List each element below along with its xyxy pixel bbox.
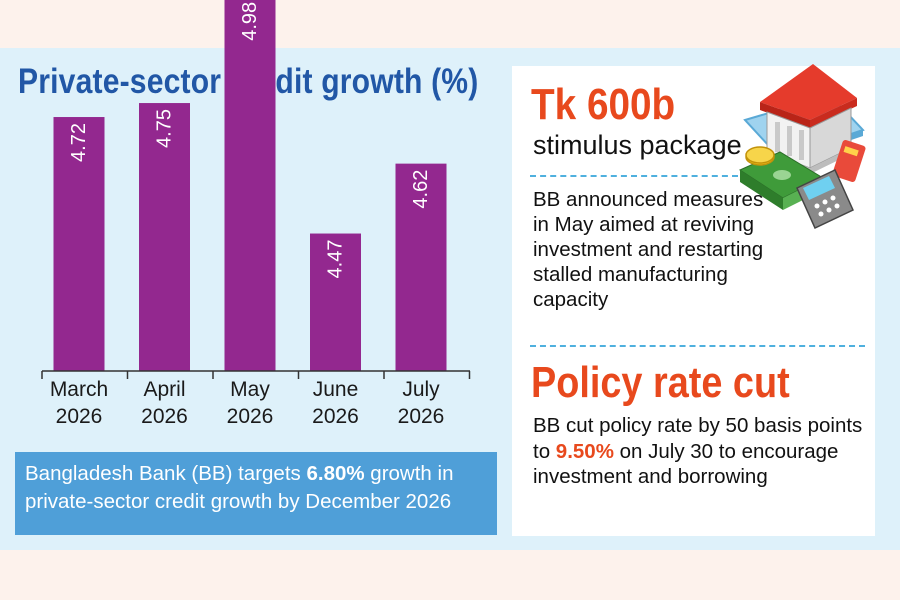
category-label: July (402, 378, 440, 401)
category-year-label: 2026 (141, 405, 188, 428)
category-year-label: 2026 (312, 405, 359, 428)
bar (310, 233, 361, 371)
bank-illustration (738, 64, 866, 230)
category-label: June (313, 378, 359, 401)
coin-icon (745, 146, 775, 166)
category-year-label: 2026 (398, 405, 445, 428)
bar-chart: 4.72 March 2026 4.75 April 2026 4.98 May 2026 4.4… (41, 0, 471, 428)
bar-value-label: 4.62 (410, 170, 432, 209)
ticks-layer (41, 371, 471, 379)
bar-value-label: 4.72 (68, 123, 90, 162)
bar (139, 103, 190, 372)
note-suffix: growth in private-sector credit growth b… (25, 462, 454, 513)
category-label: May (230, 378, 270, 401)
bar-value-label: 4.47 (325, 240, 347, 279)
card-terminal-icon (796, 140, 866, 230)
divider-middle (530, 345, 865, 347)
bars-layer (53, 0, 447, 372)
note-highlight: 6.80% (306, 462, 365, 485)
bar-value-label: 4.75 (154, 109, 176, 148)
category-label: April (143, 378, 185, 401)
category-year-label: 2026 (227, 405, 274, 428)
category-year-label: 2026 (56, 405, 103, 428)
bar (395, 163, 447, 371)
stimulus-description: BB announced measures in May aimed at re… (533, 188, 764, 311)
category-label: March (50, 378, 108, 401)
bar-value-label: 4.98 (239, 2, 261, 41)
divider-top (530, 175, 738, 177)
bar (53, 117, 105, 371)
labels-layer: 4.72 March 2026 4.75 April 2026 4.98 May 2026 4.4… (50, 2, 445, 428)
note-prefix: Bangladesh Bank (BB) targets (25, 462, 307, 485)
policy-text-before: BB cut policy rate by 50 basis points to (533, 414, 863, 463)
bar (224, 0, 276, 372)
policy-rate-highlight: 9.50% (555, 439, 614, 463)
policy-headline: Policy rate cut (531, 358, 790, 407)
policy-description: BB cut policy rate by 50 basis points to… (533, 413, 863, 490)
stimulus-subhead: stimulus package (533, 130, 742, 160)
stimulus-headline: Tk 600b (531, 80, 676, 129)
policy-text-after: on July 30 to encourage investment and b… (533, 439, 839, 489)
target-note: Bangladesh Bank (BB) targets 6.80% growt… (15, 452, 497, 535)
